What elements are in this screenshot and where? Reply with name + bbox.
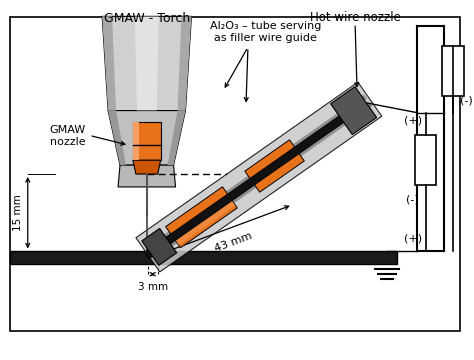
Text: 43 mm: 43 mm: [213, 231, 253, 254]
Polygon shape: [168, 111, 185, 165]
Text: Hot wire nozzle: Hot wire nozzle: [310, 12, 401, 24]
Polygon shape: [135, 16, 159, 111]
Polygon shape: [245, 140, 304, 192]
Bar: [10, 17, 460, 331]
Polygon shape: [142, 228, 177, 265]
Polygon shape: [102, 16, 116, 111]
Polygon shape: [165, 187, 237, 248]
Polygon shape: [331, 87, 377, 135]
Polygon shape: [145, 101, 365, 259]
Text: GMAW - Torch: GMAW - Torch: [104, 12, 190, 25]
Polygon shape: [178, 16, 191, 111]
Bar: [442, 46, 464, 96]
Bar: [10, 251, 397, 264]
Polygon shape: [174, 199, 236, 245]
Text: (+): (+): [403, 116, 422, 125]
Polygon shape: [136, 82, 382, 272]
Text: (-): (-): [406, 195, 419, 205]
Bar: [415, 135, 437, 185]
Polygon shape: [118, 165, 175, 187]
Polygon shape: [108, 111, 185, 165]
Text: 3 mm: 3 mm: [137, 282, 168, 292]
Text: 15 mm: 15 mm: [13, 194, 23, 231]
Polygon shape: [146, 94, 367, 252]
Polygon shape: [133, 160, 161, 174]
Bar: [133, 122, 161, 160]
Polygon shape: [151, 102, 373, 260]
Polygon shape: [133, 122, 139, 160]
Text: Al₂O₃ – tube serving
as filler wire guide: Al₂O₃ – tube serving as filler wire guid…: [210, 21, 321, 43]
Text: (+): (+): [403, 234, 422, 243]
Polygon shape: [108, 111, 126, 165]
Text: (-): (-): [460, 96, 473, 105]
Polygon shape: [102, 16, 191, 111]
Text: GMAW
nozzle: GMAW nozzle: [49, 125, 86, 147]
